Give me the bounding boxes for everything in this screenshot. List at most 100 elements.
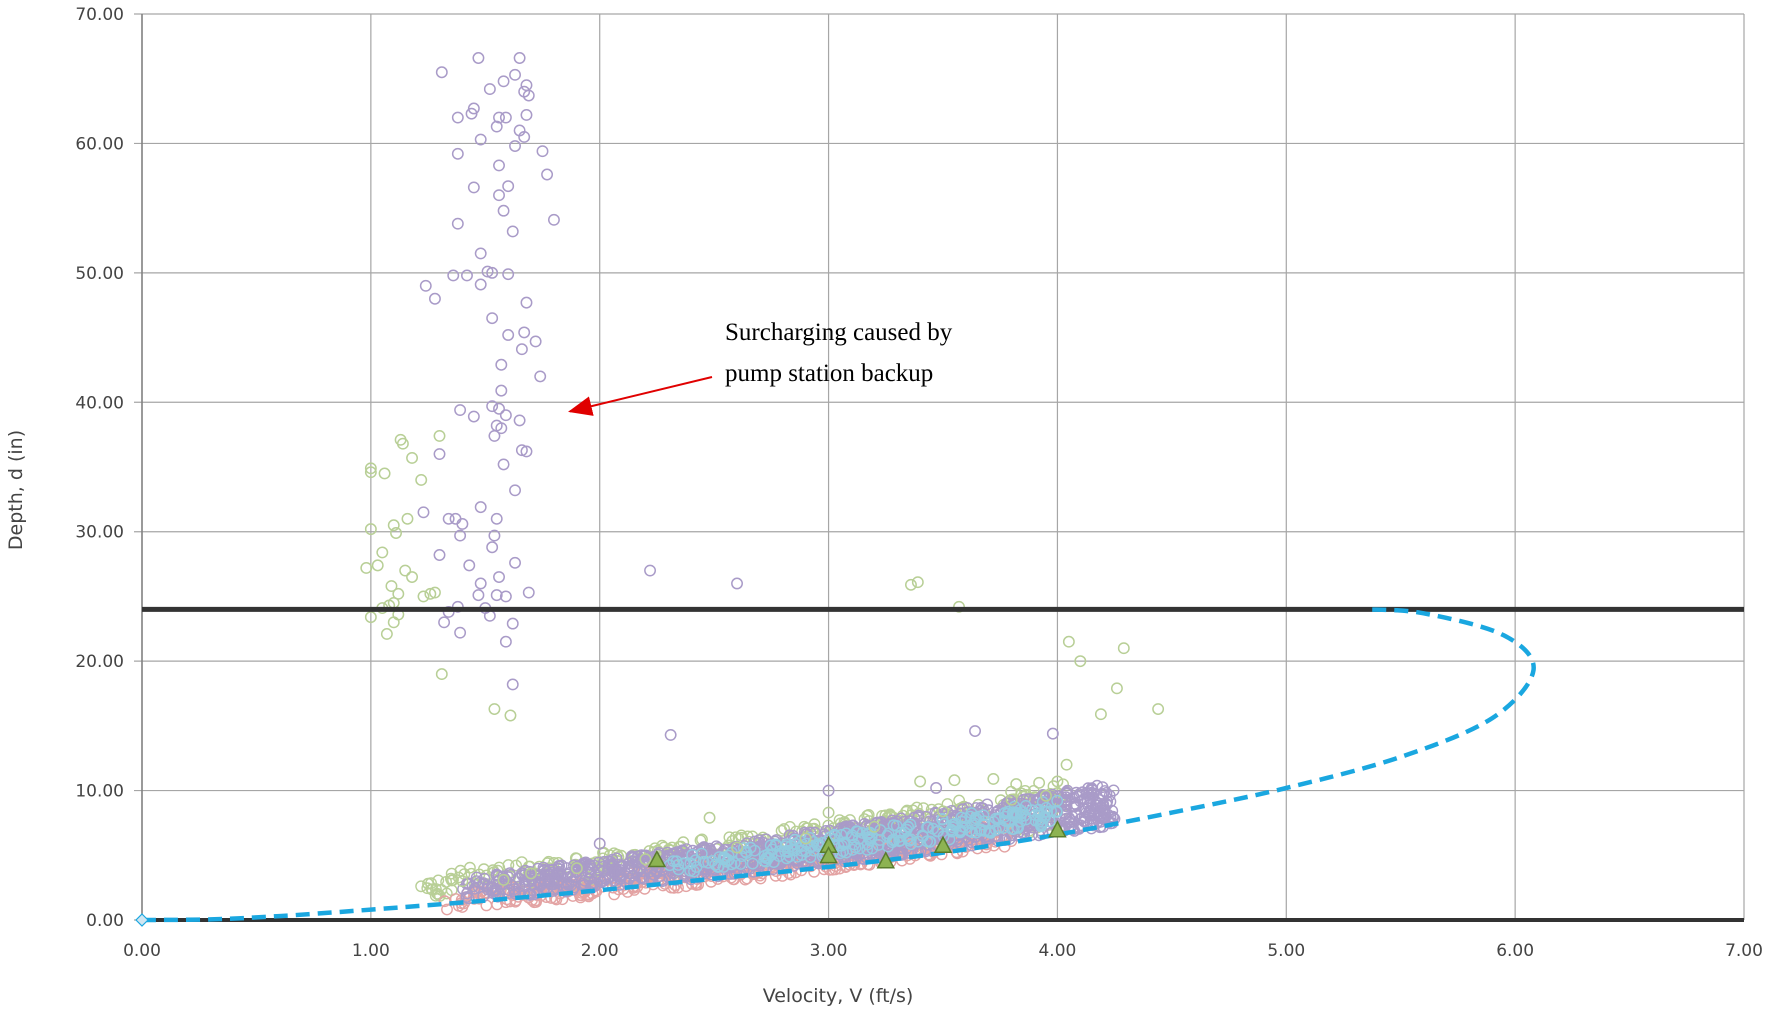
purple-point	[442, 512, 455, 525]
y-tick-label: 50.00	[75, 264, 124, 284]
green-point	[364, 523, 377, 536]
purple-point	[438, 616, 451, 629]
green-point	[948, 774, 961, 787]
purple-point	[509, 484, 521, 497]
green-point	[385, 580, 398, 593]
purple-point	[644, 564, 657, 577]
green-point	[799, 832, 812, 845]
purple-point	[502, 180, 515, 193]
y-tick-label: 10.00	[75, 782, 124, 802]
cloud-point	[656, 875, 669, 887]
cloud-point	[487, 881, 500, 894]
green-point	[639, 853, 652, 866]
purple-point	[486, 312, 499, 325]
green-point	[392, 587, 405, 600]
cloud-point	[1008, 800, 1021, 813]
green-point	[953, 600, 965, 613]
purple-point	[502, 329, 515, 341]
cloud-point	[1074, 813, 1087, 826]
cloud-point	[447, 874, 459, 886]
cloud-point	[1066, 792, 1079, 804]
green-point	[1060, 758, 1073, 771]
purple-point	[486, 266, 499, 279]
cloud-point	[502, 887, 515, 899]
cloud-point	[1103, 789, 1116, 802]
purple-point	[541, 168, 554, 181]
cloud-point	[856, 827, 869, 839]
cloud-point	[508, 883, 521, 895]
cloud-point	[728, 857, 741, 869]
cloud-point	[921, 821, 933, 834]
cloud-point	[462, 892, 475, 905]
cloud-point	[1094, 808, 1107, 821]
purple-point	[506, 678, 519, 691]
purple-point	[930, 782, 943, 794]
purple-point	[534, 370, 547, 383]
cloud-point	[740, 847, 753, 859]
purple-point	[529, 335, 542, 348]
purple-point	[447, 269, 460, 282]
cloud-point	[748, 844, 761, 857]
cloud-point	[805, 840, 818, 852]
cloud-point	[780, 840, 792, 853]
cloud-point	[791, 850, 804, 863]
purple-point	[419, 279, 432, 292]
purple-point	[472, 589, 485, 602]
green-point	[1152, 703, 1165, 715]
cloud-point	[902, 847, 915, 859]
purple-point	[467, 410, 480, 423]
purple-point	[969, 725, 981, 737]
purple-point	[474, 577, 487, 590]
cloud-point	[734, 845, 747, 857]
cloud-point	[862, 827, 875, 840]
purple-point	[454, 404, 467, 417]
cloud-point	[719, 852, 732, 864]
purple-point	[513, 414, 526, 427]
y-tick-label: 0.00	[86, 911, 124, 931]
purple-point	[495, 422, 508, 435]
cloud-point	[519, 869, 531, 881]
cloud-point	[553, 859, 565, 872]
cloud-point	[773, 850, 786, 862]
purple-point	[499, 111, 512, 124]
purple-point	[433, 448, 446, 461]
purple-point	[822, 784, 835, 797]
green-point	[987, 772, 1000, 785]
cloud-point	[927, 822, 939, 835]
green-point	[488, 703, 501, 715]
green-point	[1040, 789, 1052, 802]
cloud-point	[695, 847, 708, 860]
purple-point	[536, 145, 549, 158]
scatter-points	[360, 52, 1165, 890]
cloud-point	[902, 820, 914, 833]
x-tick-label: 3.00	[810, 941, 848, 961]
purple-point	[493, 571, 505, 583]
green-point	[376, 546, 389, 559]
cloud-point	[829, 830, 841, 842]
cloud-point	[945, 823, 958, 836]
purple-point	[518, 326, 531, 339]
purple-point	[493, 402, 505, 415]
theoretical-curve-layer	[135, 607, 1536, 927]
triangle-point	[933, 835, 953, 853]
cloud-point	[472, 881, 485, 894]
purple-point	[506, 617, 519, 630]
cloud-point	[1032, 816, 1045, 828]
cloud-point	[599, 872, 612, 885]
cloud-point	[595, 876, 608, 888]
cloud-point	[1087, 809, 1100, 822]
green-point	[387, 519, 400, 532]
green-point	[1051, 775, 1064, 788]
purple-point	[497, 458, 510, 471]
cloud-point	[966, 826, 978, 839]
green-point	[380, 628, 393, 640]
cloud-point	[602, 855, 615, 868]
cloud-point	[1066, 823, 1079, 836]
cloud-point	[712, 861, 724, 873]
cloud-point	[977, 809, 990, 822]
green-point	[1117, 642, 1130, 655]
purple-point	[495, 384, 508, 397]
green-point	[433, 429, 446, 442]
triangle-point	[647, 849, 667, 868]
gridlines	[134, 13, 1745, 921]
